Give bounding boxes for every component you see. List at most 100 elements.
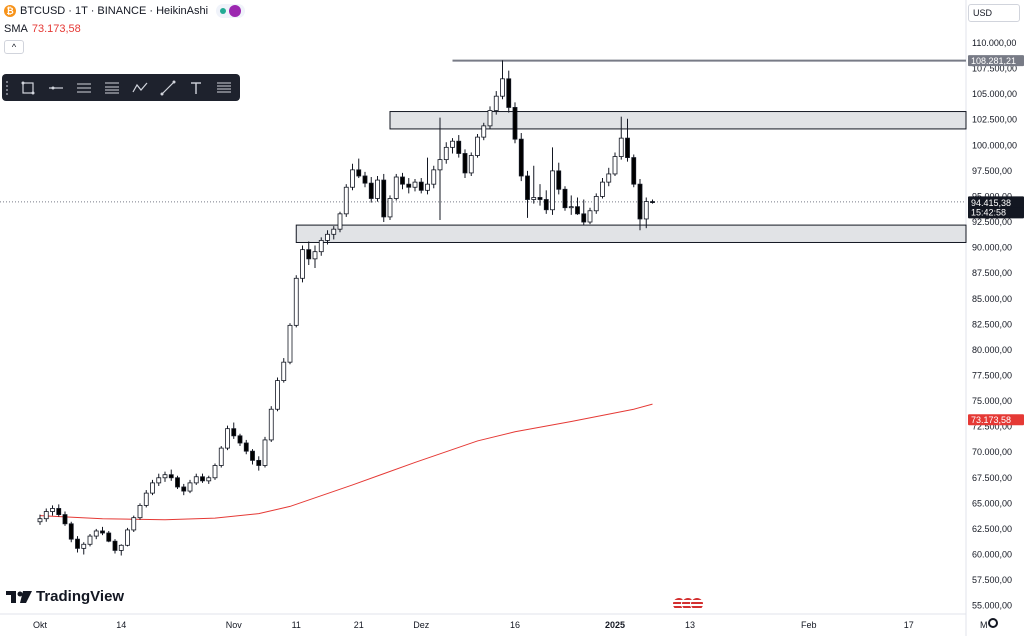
candle-body <box>287 324 293 363</box>
candle-body <box>593 196 599 212</box>
symbol-title[interactable]: BTCUSD · 1T · BINANCE · HeikinAshi <box>20 5 209 17</box>
candle-body <box>575 206 580 215</box>
horizontal-line-tool-icon[interactable] <box>44 77 68 99</box>
y-tick-label: 97.500,00 <box>972 166 1012 176</box>
candle-body <box>125 529 130 546</box>
candle-body <box>450 140 455 148</box>
candle-body <box>612 156 618 175</box>
candle-body <box>606 173 612 183</box>
candle-body <box>406 183 412 188</box>
candle-body <box>87 535 93 545</box>
economic-events-icon[interactable] <box>672 597 704 611</box>
sma-label: SMA <box>4 23 28 35</box>
sma-price-label-bg <box>968 414 1024 426</box>
y-tick-label: 70.000,00 <box>972 447 1012 457</box>
y-tick-label: 100.000,00 <box>972 140 1017 150</box>
y-tick-label: 67.500,00 <box>972 473 1012 483</box>
collapse-legend-button[interactable]: ^ <box>4 40 24 54</box>
candle-body <box>175 477 180 488</box>
candle-body <box>250 450 255 461</box>
candle-body <box>350 169 355 188</box>
candle-body <box>131 517 137 531</box>
candle-body <box>306 249 312 260</box>
drag-handle-icon[interactable] <box>6 80 12 95</box>
candle-body <box>118 544 124 551</box>
candle-body <box>643 201 649 220</box>
parallel-channel-tool-icon[interactable] <box>72 77 96 99</box>
candle-body <box>137 504 143 519</box>
candle-body <box>312 251 318 260</box>
candle-body <box>225 428 230 449</box>
candle-body <box>112 540 118 551</box>
candle-body <box>487 110 493 127</box>
y-tick-label: 110.000,00 <box>972 38 1016 48</box>
y-tick-label: 80.000,00 <box>972 345 1012 355</box>
candle-body <box>381 179 387 218</box>
candle-body <box>206 477 212 482</box>
candle-body <box>43 511 49 520</box>
candle-body <box>431 169 437 185</box>
path-tool-icon[interactable] <box>128 77 152 99</box>
sma-line <box>39 403 653 521</box>
y-tick-label: 72.500,00 <box>972 422 1012 432</box>
candle-body <box>481 125 487 138</box>
candle-body <box>106 532 112 542</box>
candle-body <box>81 543 87 549</box>
candle-body <box>475 136 480 156</box>
candle-body <box>400 176 405 185</box>
x-tick-label: Okt <box>33 620 48 630</box>
fib-tool-icon[interactable] <box>100 77 124 99</box>
candle-body <box>543 199 549 211</box>
support-zone <box>295 224 967 243</box>
candle-body <box>200 476 205 482</box>
candle-body <box>375 179 380 199</box>
text-tool-icon[interactable] <box>184 77 208 99</box>
support-price-label: 94.415,38 <box>971 198 1011 208</box>
candle-body <box>37 518 43 523</box>
y-tick-label: 102.500,00 <box>972 115 1017 125</box>
candle-body <box>387 198 393 218</box>
sma-legend-row[interactable]: SMA 73.173,58 <box>4 22 245 36</box>
candle-body <box>56 508 62 516</box>
share-icon[interactable] <box>229 5 242 17</box>
support-price-label-bg <box>968 196 1024 208</box>
settings-gear-icon[interactable] <box>988 618 998 628</box>
candle-body <box>412 181 418 188</box>
candle-body <box>100 530 105 534</box>
candle-body <box>356 169 362 177</box>
candle-body <box>437 159 443 171</box>
resistance-price-label: 108.281,21 <box>971 56 1016 66</box>
chevron-up-icon: ^ <box>11 42 17 52</box>
y-tick-label: 77.500,00 <box>972 370 1012 380</box>
candle-body <box>281 361 287 381</box>
candle-body <box>368 182 374 199</box>
currency-selector[interactable]: USD <box>968 4 1020 22</box>
candle-body <box>268 408 274 441</box>
candle-body <box>456 140 462 154</box>
candle-body <box>318 240 324 253</box>
candle-body <box>331 228 337 235</box>
y-tick-label: 75.000,00 <box>972 396 1012 406</box>
candle-body <box>618 137 624 157</box>
pitchfan-tool-icon[interactable] <box>212 77 236 99</box>
x-tick-label: 16 <box>510 620 520 630</box>
rectangle-tool-icon[interactable] <box>16 77 40 99</box>
candle-body <box>256 459 262 466</box>
market-status-pill[interactable] <box>216 4 246 18</box>
candle-body <box>650 201 655 203</box>
trend-line-tool-icon[interactable] <box>156 77 180 99</box>
x-tick-label: 14 <box>116 620 126 630</box>
candle-body <box>75 538 80 549</box>
drawing-toolbar[interactable] <box>2 74 240 101</box>
x-tick-label: 17 <box>904 620 914 630</box>
candle-body <box>168 474 174 479</box>
candle-body <box>637 183 643 220</box>
candle-body <box>425 183 430 191</box>
candle-body <box>418 181 424 191</box>
candle-body <box>343 186 349 215</box>
y-tick-label: 60.000,00 <box>972 550 1012 560</box>
tradingview-logo[interactable]: TradingView <box>6 588 124 605</box>
candle-body <box>68 523 74 540</box>
